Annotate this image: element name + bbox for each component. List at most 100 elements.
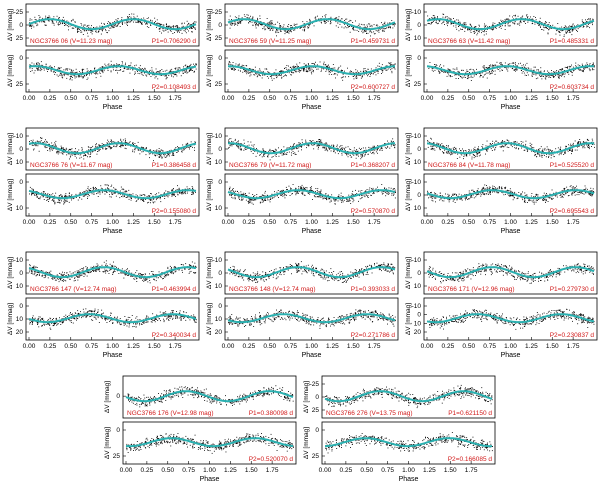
data-point — [86, 194, 87, 195]
data-point — [32, 141, 33, 142]
data-point — [444, 24, 445, 25]
data-point — [114, 27, 115, 28]
data-point — [108, 146, 109, 147]
data-point — [149, 74, 150, 75]
data-point — [87, 191, 88, 192]
data-point — [273, 156, 274, 157]
data-point — [492, 24, 493, 25]
data-point — [126, 190, 127, 191]
data-point — [148, 202, 149, 203]
data-point — [184, 30, 185, 31]
data-point — [62, 22, 63, 23]
data-point — [83, 69, 84, 70]
data-point — [132, 69, 133, 70]
data-point — [384, 191, 385, 192]
data-point — [171, 190, 172, 191]
data-point — [310, 69, 311, 70]
data-point — [527, 14, 528, 15]
data-point — [329, 74, 330, 75]
y-tick-label: 0 — [19, 22, 23, 29]
data-point — [131, 200, 132, 201]
data-point — [508, 23, 509, 24]
data-point — [350, 155, 351, 156]
data-point — [377, 31, 378, 32]
data-point — [291, 152, 292, 153]
data-point — [30, 18, 31, 19]
data-point — [79, 197, 80, 198]
data-point — [474, 70, 475, 71]
data-point — [554, 72, 555, 73]
data-point — [541, 78, 542, 79]
data-point — [506, 68, 507, 69]
data-point — [119, 197, 120, 198]
data-point — [514, 15, 515, 16]
data-point — [231, 141, 232, 142]
data-point — [260, 70, 261, 71]
data-point — [365, 196, 366, 197]
data-point — [235, 23, 236, 24]
data-point — [187, 21, 188, 22]
data-point — [394, 147, 395, 148]
data-point — [187, 24, 188, 25]
data-point — [87, 156, 88, 157]
data-point — [507, 69, 508, 70]
data-point — [40, 142, 41, 143]
data-point — [329, 67, 330, 68]
data-point — [148, 27, 149, 28]
x-tick-label: 1.50 — [347, 95, 360, 102]
data-point — [293, 151, 294, 152]
data-point — [365, 154, 366, 155]
data-point — [131, 63, 132, 64]
data-point — [286, 69, 287, 70]
data-point — [44, 146, 45, 147]
data-point — [129, 16, 130, 17]
data-point — [231, 68, 232, 69]
data-point — [484, 65, 485, 66]
data-point — [355, 77, 356, 78]
data-point — [136, 194, 137, 195]
data-point — [262, 156, 263, 157]
data-point — [353, 76, 354, 77]
data-point — [125, 148, 126, 149]
x-tick-label: 1.00 — [504, 95, 517, 102]
data-point — [272, 80, 273, 81]
data-point — [494, 23, 495, 24]
data-point — [69, 149, 70, 150]
data-point — [256, 156, 257, 157]
data-point — [80, 155, 81, 156]
data-point — [272, 157, 273, 158]
data-point — [305, 140, 306, 141]
data-point — [338, 27, 339, 28]
data-point — [491, 66, 492, 67]
data-point — [360, 158, 361, 159]
data-point — [88, 70, 89, 71]
data-point — [232, 68, 233, 69]
data-point — [33, 140, 34, 141]
data-point — [39, 151, 40, 152]
data-point — [473, 31, 474, 32]
data-point — [63, 147, 64, 148]
data-point — [247, 72, 248, 73]
data-point — [556, 30, 557, 31]
data-point — [579, 65, 580, 66]
data-point — [118, 70, 119, 71]
data-point — [189, 188, 190, 189]
data-point — [39, 198, 40, 199]
data-point — [429, 23, 430, 24]
data-point — [122, 71, 123, 72]
data-point — [339, 147, 340, 148]
data-point — [164, 192, 165, 193]
p2-label: P2=0.603734 d — [550, 84, 595, 91]
data-point — [183, 193, 184, 194]
data-point — [536, 78, 537, 79]
data-point — [275, 31, 276, 32]
data-point — [194, 72, 195, 73]
data-point — [441, 23, 442, 24]
data-point — [313, 70, 314, 71]
data-point — [108, 189, 109, 190]
data-point — [270, 30, 271, 31]
data-point — [240, 191, 241, 192]
data-point — [190, 65, 191, 66]
data-point — [125, 191, 126, 192]
data-point — [282, 71, 283, 72]
